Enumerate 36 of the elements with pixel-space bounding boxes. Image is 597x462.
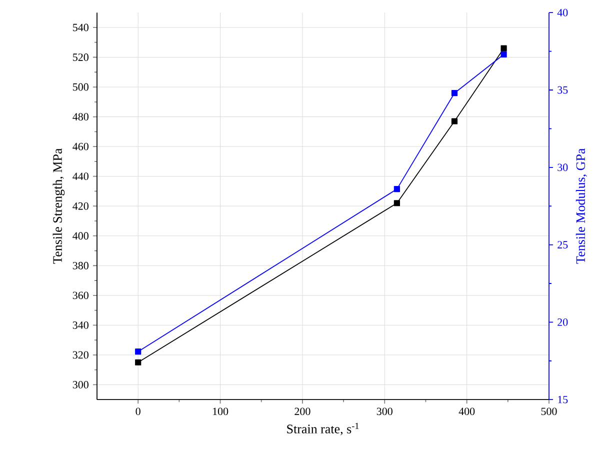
y-axis-title: Tensile Strength, MPa — [52, 148, 65, 264]
x-tick-label: 400 — [458, 408, 475, 416]
y2-tick-label: 20 — [558, 318, 568, 326]
y2-tick-label: 30 — [558, 164, 568, 172]
point — [451, 90, 458, 96]
point — [500, 45, 507, 52]
x-tick-label: 300 — [376, 408, 392, 416]
y-tick-label: 420 — [72, 202, 88, 210]
y2-tick-label: 40 — [557, 8, 568, 16]
y2-axis-title: Tensile Modulus, GPa — [576, 148, 587, 264]
y-tick-label: 500 — [73, 83, 88, 91]
point — [451, 118, 458, 124]
y-tick-label: 360 — [72, 292, 88, 300]
y-tick-label: 460 — [72, 142, 88, 150]
point — [135, 348, 142, 355]
y-tick-label: 320 — [72, 351, 88, 359]
x-tick-label: 100 — [212, 408, 228, 416]
point — [500, 51, 507, 58]
x-axis-title: Strain rate, s$^{-1}$ — [287, 422, 359, 436]
point — [394, 186, 400, 192]
y-tick-label: 540 — [73, 24, 88, 32]
y2-tick-label: 35 — [558, 86, 568, 94]
x-tick-label: 200 — [294, 408, 310, 416]
y-tick-label: 380 — [72, 262, 88, 270]
y-tick-label: 440 — [72, 172, 88, 180]
point — [135, 359, 142, 366]
point — [394, 200, 400, 206]
x-tick-label: 500 — [541, 408, 557, 416]
y2-tick-label: 25 — [558, 241, 568, 248]
x-tick-label: 0 — [136, 408, 140, 416]
y2-tick-label: 15 — [558, 396, 568, 404]
y-tick-label: 300 — [72, 380, 88, 388]
y-tick-label: 520 — [73, 54, 88, 61]
y-tick-label: 400 — [72, 232, 88, 240]
y-tick-label: 480 — [72, 113, 88, 120]
y-tick-label: 340 — [72, 321, 88, 329]
